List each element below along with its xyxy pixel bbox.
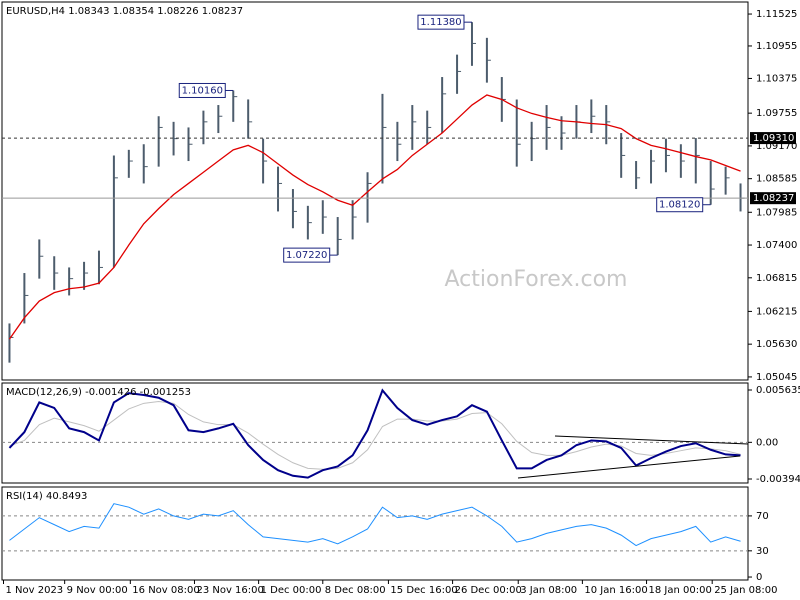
watermark: ActionForex.com (445, 267, 628, 292)
x-tick-label: 1 Nov 2023 (5, 585, 63, 596)
annotation-label: 1.10160 (182, 85, 223, 96)
x-tick-label: 23 Nov 16:00 (196, 585, 263, 596)
y-tick-label: 1.07985 (756, 207, 797, 218)
y-tick-label: 0.005635 (756, 385, 800, 396)
x-tick-label: 26 Dec 00:00 (455, 585, 522, 596)
y-tick-label: 70 (756, 511, 769, 522)
level-box (750, 192, 796, 205)
annotation-box (417, 14, 465, 30)
panel-title: RSI(14) 40.8493 (6, 491, 87, 502)
y-tick-label: 30 (756, 546, 769, 557)
x-tick-label: 1 Dec 00:00 (261, 585, 322, 596)
y-tick-label: 0 (756, 572, 762, 583)
y-tick-label: 1.10955 (756, 41, 797, 52)
y-tick-label: 1.09170 (756, 141, 797, 152)
level-box (750, 132, 796, 145)
panel-title: MACD(12,26,9) -0.001426 -0.001253 (6, 387, 191, 398)
trendline (517, 455, 741, 479)
x-tick-label: 8 Dec 08:00 (325, 585, 386, 596)
annotation-box (656, 197, 704, 213)
trendline (554, 435, 749, 445)
annotation-label: 1.08120 (659, 200, 700, 211)
y-tick-label: 1.11525 (756, 9, 797, 20)
series-line (8, 388, 741, 479)
annotation-label: 1.07220 (286, 250, 327, 261)
x-tick-label: 16 Nov 08:00 (132, 585, 199, 596)
annotation-label: 1.11380 (420, 17, 461, 28)
y-tick-label: -0.003949 (756, 474, 800, 485)
y-tick-label: 1.05045 (756, 372, 797, 383)
level-label: 1.08237 (753, 193, 794, 204)
y-tick-label: 1.07400 (756, 240, 797, 251)
x-tick-label: 9 Nov 00:00 (67, 585, 128, 596)
x-tick-label: 10 Jan 16:00 (584, 585, 647, 596)
rsi-panel (1, 486, 749, 581)
x-tick-label: 15 Dec 16:00 (390, 585, 457, 596)
y-tick-label: 1.06215 (756, 306, 797, 317)
y-tick-label: 1.09755 (756, 108, 797, 119)
annotation-box (283, 247, 331, 263)
y-tick-label: 1.06815 (756, 273, 797, 284)
plot-layer: ActionForex.com 1.11525 1.10955 1.10375 1.09… (2, 6, 800, 596)
x-tick-label: 18 Jan 00:00 (649, 585, 712, 596)
y-tick-label: 1.05630 (756, 339, 797, 350)
level-label: 1.09310 (753, 133, 794, 144)
y-tick-label: 1.08585 (756, 174, 797, 185)
macd-panel (1, 382, 749, 484)
panel-title: EURUSD,H4 1.08343 1.08354 1.08226 1.0823… (6, 6, 243, 17)
y-tick-label: 0.00 (756, 437, 778, 448)
price-panel (1, 1, 749, 381)
x-tick-label: 25 Jan 08:00 (714, 585, 777, 596)
y-tick-label: 1.10375 (756, 73, 797, 84)
x-tick-label: 3 Jan 08:00 (520, 585, 577, 596)
series-line (8, 94, 741, 340)
annotation-box (178, 82, 226, 98)
series-line (9, 503, 741, 547)
